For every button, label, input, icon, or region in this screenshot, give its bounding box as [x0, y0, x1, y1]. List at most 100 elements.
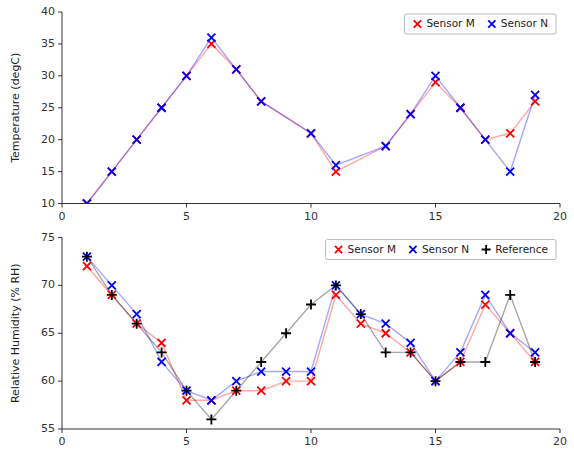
point [158, 104, 166, 112]
x-tick [435, 204, 436, 208]
x-tick-label: 5 [183, 435, 190, 448]
point [307, 368, 315, 376]
point [332, 291, 340, 299]
point [506, 168, 514, 176]
point [232, 377, 240, 385]
point [282, 368, 290, 376]
point [407, 348, 415, 356]
panel: 1015202530354005101520Temperature (degC)… [9, 5, 567, 223]
series-line [87, 266, 535, 400]
point [83, 253, 91, 261]
legend-label: Sensor N [422, 243, 469, 255]
y-tick [58, 171, 62, 172]
point [183, 72, 191, 80]
y-tick [58, 203, 62, 204]
point [481, 301, 489, 309]
series-line [87, 257, 535, 401]
point [132, 319, 142, 329]
x-tick [311, 204, 312, 208]
legend-label: Sensor M [348, 243, 396, 255]
x-tick-label: 15 [429, 435, 443, 448]
y-tick [58, 237, 62, 238]
point [332, 161, 340, 169]
y-tick [58, 107, 62, 108]
point [431, 376, 441, 386]
x-tick-label: 20 [553, 435, 567, 448]
y-tick-label: 65 [41, 326, 55, 339]
point [157, 347, 167, 357]
point [307, 377, 315, 385]
point [83, 200, 91, 204]
x-tick-label: 15 [429, 210, 443, 223]
x-tick [560, 429, 561, 433]
point [407, 110, 415, 118]
point [530, 357, 540, 367]
x-tick [62, 204, 63, 208]
point [382, 142, 390, 150]
x-tick-label: 0 [59, 210, 66, 223]
point [331, 280, 341, 290]
x-tick [62, 429, 63, 433]
x-tick-label: 10 [304, 435, 318, 448]
y-axis-label: Temperature (degC) [9, 53, 22, 164]
series-line [87, 38, 535, 204]
point [257, 97, 265, 105]
point [206, 414, 216, 424]
point [506, 329, 514, 337]
point [281, 328, 291, 338]
point [183, 72, 191, 80]
x-tick [186, 429, 187, 433]
y-tick-label: 15 [41, 165, 55, 178]
legend-symbol [409, 246, 416, 253]
y-tick [58, 139, 62, 140]
legend-symbol [482, 245, 491, 254]
point [82, 252, 92, 262]
point [481, 291, 489, 299]
point [506, 129, 514, 137]
point [133, 136, 141, 144]
point [231, 386, 241, 396]
legend: Sensor MSensor N [404, 14, 556, 34]
point [232, 65, 240, 73]
chart-figure: 1015202530354005101520Temperature (degC)… [0, 0, 574, 459]
legend-symbol [335, 246, 342, 253]
point [505, 290, 515, 300]
point [382, 320, 390, 328]
point [456, 358, 464, 366]
legend-symbol [488, 20, 495, 27]
point [407, 339, 415, 347]
point [432, 72, 440, 80]
point [531, 358, 539, 366]
legend-symbol [414, 20, 421, 27]
point [357, 320, 365, 328]
y-tick-label: 55 [41, 422, 55, 435]
point [407, 110, 415, 118]
point [480, 357, 490, 367]
point [455, 357, 465, 367]
y-tick [58, 12, 62, 13]
point [107, 290, 117, 300]
legend-label: Sensor N [501, 17, 548, 29]
point [158, 104, 166, 112]
y-tick-label: 30 [41, 69, 55, 82]
y-tick-label: 25 [41, 101, 55, 114]
y-tick-label: 40 [41, 5, 55, 18]
point [456, 348, 464, 356]
point [257, 97, 265, 105]
y-tick-label: 10 [41, 197, 55, 210]
point [108, 168, 116, 176]
point [108, 281, 116, 289]
point [158, 339, 166, 347]
y-tick [58, 429, 62, 430]
point [456, 104, 464, 112]
x-tick [435, 429, 436, 433]
point [207, 396, 215, 404]
point [332, 281, 340, 289]
point [456, 104, 464, 112]
point [108, 168, 116, 176]
point [406, 347, 416, 357]
legend: Sensor MSensor NReference [326, 240, 556, 260]
point [133, 320, 141, 328]
point [108, 291, 116, 299]
legend-box [404, 14, 556, 34]
